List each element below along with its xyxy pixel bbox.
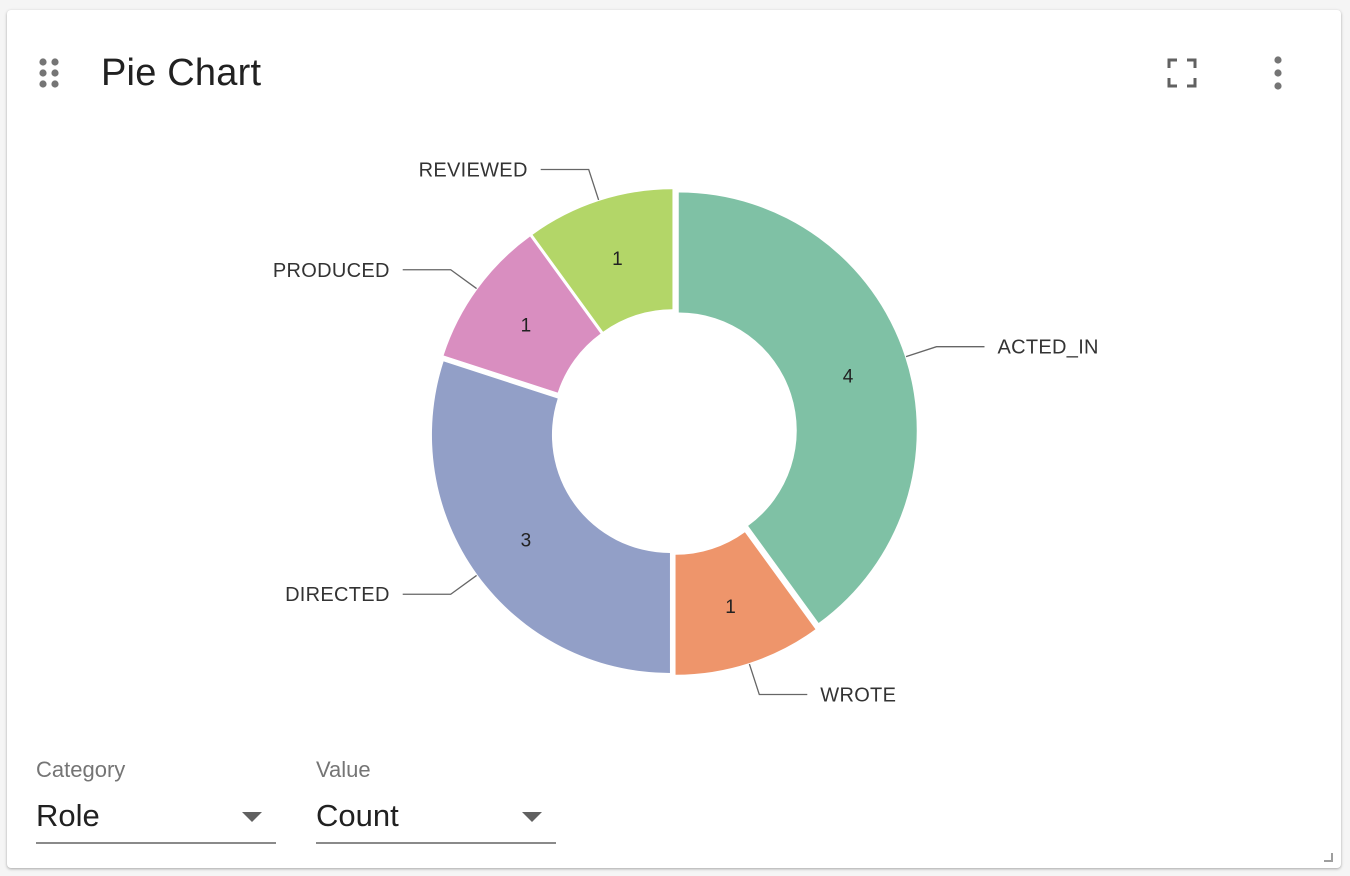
pie-slice-directed[interactable] <box>431 361 670 673</box>
more-vert-icon <box>1274 56 1282 90</box>
dropdown-arrow-icon <box>242 812 262 822</box>
more-options-button[interactable] <box>1256 51 1300 95</box>
slice-value-label: 1 <box>521 315 532 336</box>
pie-slice-reviewed[interactable] <box>532 189 673 332</box>
category-select[interactable]: Category Role <box>36 756 276 844</box>
category-select-value: Role <box>36 798 100 833</box>
value-select[interactable]: Value Count <box>316 756 556 844</box>
slice-value-label: 3 <box>521 531 532 552</box>
fullscreen-button[interactable] <box>1160 51 1204 95</box>
category-dropdown[interactable]: Role <box>36 798 276 844</box>
leader-line <box>402 269 477 290</box>
fullscreen-icon <box>1167 58 1197 88</box>
category-label: PRODUCED <box>273 260 390 282</box>
category-select-label: Category <box>36 757 126 782</box>
value-dropdown[interactable]: Count <box>316 798 556 844</box>
category-label: REVIEWED <box>419 160 528 182</box>
resize-corner-icon[interactable] <box>1324 853 1333 862</box>
pie-chart-card: Pie Chart 4 ACTED_IN 1 WROTE 3 DIRECTED 1 PRODU… <box>7 10 1341 868</box>
dropdown-arrow-icon <box>522 812 542 822</box>
leader-line <box>540 168 600 201</box>
card-title: Pie Chart <box>101 52 262 94</box>
leader-line <box>748 663 808 696</box>
donut-chart: 4 ACTED_IN 1 WROTE 3 DIRECTED 1 PRODUCED 1 REVIEW… <box>273 160 1099 707</box>
slice-value-label: 1 <box>612 249 623 270</box>
slice-value-label: 1 <box>725 597 736 618</box>
leader-line <box>905 346 985 358</box>
pie-slice-produced[interactable] <box>443 236 601 393</box>
slice-value-label: 4 <box>843 366 854 387</box>
category-label: DIRECTED <box>285 584 390 606</box>
drag-indicator-icon[interactable] <box>37 58 61 92</box>
leader-line <box>402 574 477 595</box>
category-label: WROTE <box>820 684 896 706</box>
value-select-value: Count <box>316 798 399 833</box>
category-label: ACTED_IN <box>997 337 1098 359</box>
pie-slice-wrote[interactable] <box>675 532 816 675</box>
pie-slice-acted-in[interactable] <box>678 192 917 624</box>
value-select-label: Value <box>316 757 371 782</box>
chart-area: 4 ACTED_IN 1 WROTE 3 DIRECTED 1 PRODUCED 1 REVIEW… <box>7 10 1341 740</box>
